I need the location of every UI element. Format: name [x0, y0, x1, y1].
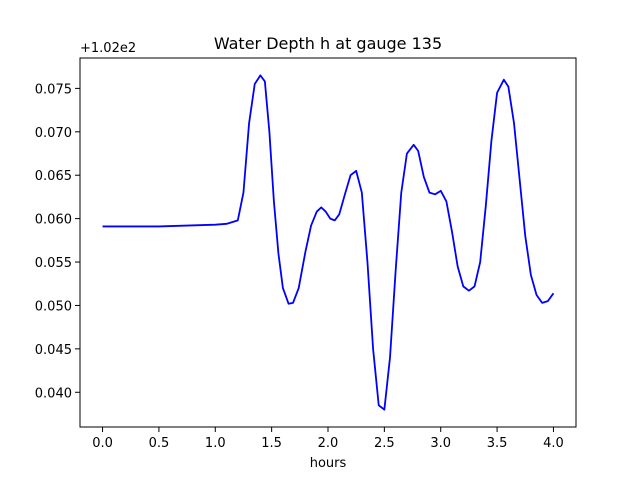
- x-tick-label: 1.0: [205, 436, 226, 451]
- y-tick-label: 0.050: [35, 299, 72, 314]
- y-tick-label: 0.060: [35, 213, 72, 228]
- y-tick-label: 0.065: [35, 169, 72, 184]
- x-tick-label: 2.0: [318, 436, 339, 451]
- x-axis-label: hours: [310, 456, 347, 471]
- x-tick-label: 2.5: [374, 436, 395, 451]
- y-tick-label: 0.075: [35, 82, 72, 97]
- x-tick-label: 3.0: [430, 436, 451, 451]
- x-tick-label: 0.0: [92, 436, 113, 451]
- x-tick-label: 1.5: [261, 436, 282, 451]
- y-tick-label: 0.045: [35, 343, 72, 358]
- series-line-0: [102, 74, 555, 411]
- y-tick-label: 0.040: [35, 386, 72, 401]
- chart-title: Water Depth h at gauge 135: [214, 34, 442, 53]
- y-tick-label: 0.070: [35, 126, 72, 141]
- y-tick-label: 0.055: [35, 256, 72, 271]
- x-tick-label: 4.0: [543, 436, 564, 451]
- plot-frame: [79, 57, 577, 428]
- x-tick-label: 3.5: [487, 436, 508, 451]
- y-offset-label: +1.02e2: [80, 41, 136, 56]
- x-tick-label: 0.5: [149, 436, 170, 451]
